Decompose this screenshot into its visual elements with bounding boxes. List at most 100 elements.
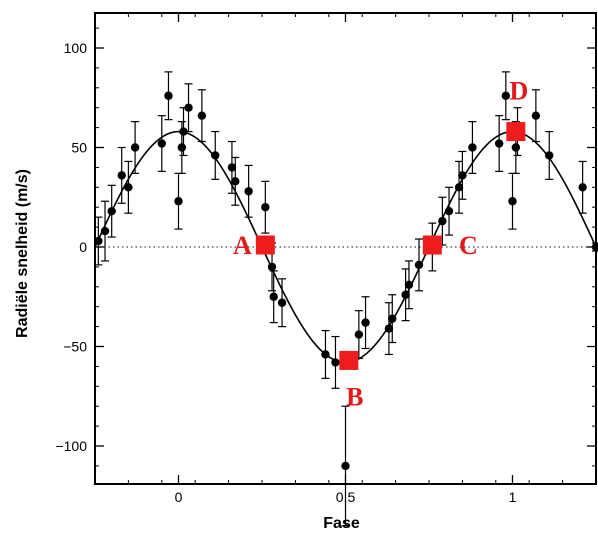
data-point-marker <box>277 298 287 307</box>
x-tick-label: 0.5 <box>336 489 356 505</box>
data-point <box>157 115 166 172</box>
data-point-marker <box>130 143 140 152</box>
data-point-marker <box>458 171 467 180</box>
data-point <box>321 329 330 379</box>
data-point <box>231 156 240 206</box>
marker-square <box>339 350 359 370</box>
data-point-marker <box>124 183 133 192</box>
marker-a: A <box>233 231 275 260</box>
axis-labels: Fase Radiële snelheid (m/s) <box>14 169 360 532</box>
data-point <box>531 89 541 143</box>
data-point <box>124 160 133 214</box>
data-point <box>269 270 278 324</box>
data-point-marker <box>117 171 126 180</box>
data-point <box>361 296 370 350</box>
data-point <box>401 268 410 322</box>
data-point <box>117 146 126 204</box>
data-point-marker <box>157 139 166 148</box>
data-point <box>444 186 454 236</box>
data-point-marker <box>267 262 277 272</box>
data-point-marker <box>438 216 447 226</box>
data-point-marker <box>341 461 350 471</box>
data-point <box>341 405 350 527</box>
y-tick-label: 0 <box>79 239 87 255</box>
marker-d: D <box>506 77 528 142</box>
data-point-marker <box>177 143 187 152</box>
data-point <box>164 71 173 121</box>
marker-b: B <box>339 350 364 411</box>
marker-square <box>255 235 275 255</box>
data-point-marker <box>100 226 110 236</box>
data-point <box>261 180 270 234</box>
data-point <box>384 302 394 356</box>
data-point-marker <box>501 91 511 100</box>
data-point-marker <box>94 236 103 246</box>
data-point-marker <box>227 163 237 172</box>
data-point-marker <box>174 197 183 206</box>
data-point-marker <box>454 183 464 192</box>
data-point <box>494 115 504 172</box>
data-point <box>331 335 340 389</box>
data-point <box>354 310 364 360</box>
data-point <box>388 294 397 344</box>
data-point <box>174 172 183 230</box>
plot-area: A B C D <box>94 71 598 527</box>
data-point-marker <box>494 139 504 148</box>
marker-label: C <box>459 231 478 260</box>
x-tick-label: 1 <box>509 489 517 505</box>
y-tick-label: 100 <box>64 40 88 56</box>
data-point <box>100 200 110 262</box>
y-axis-title: Radiële snelheid (m/s) <box>14 169 31 338</box>
data-point <box>197 89 207 143</box>
data-point-marker <box>179 127 188 136</box>
marker-square <box>422 235 442 255</box>
data-point <box>508 172 517 230</box>
marker-label: B <box>346 382 363 411</box>
data-point-marker <box>508 197 517 206</box>
data-point-marker <box>531 111 541 120</box>
data-point-marker <box>164 91 173 100</box>
data-point-marker <box>404 280 414 290</box>
data-point-marker <box>244 187 253 196</box>
data-point <box>501 71 511 121</box>
data-point-marker <box>578 183 587 192</box>
data-point-marker <box>331 358 340 367</box>
axes: 0 0.5 1 −100 −50 0 50 100 <box>55 12 597 505</box>
data-point-marker <box>361 318 370 327</box>
data-point-marker <box>184 103 193 112</box>
marker-c: C <box>422 231 478 260</box>
data-point <box>244 164 253 218</box>
marker-label: A <box>233 231 252 260</box>
data-point-marker <box>414 260 424 270</box>
data-point <box>404 260 414 310</box>
data-point <box>458 150 467 200</box>
data-point-marker <box>321 350 330 359</box>
data-point-marker <box>354 330 364 339</box>
x-tick-label: 0 <box>175 489 183 505</box>
data-point <box>414 238 424 292</box>
data-point-marker <box>384 324 394 333</box>
data-point <box>130 121 140 174</box>
data-point <box>211 130 220 180</box>
data-point-marker <box>197 111 207 120</box>
data-point <box>277 278 287 328</box>
data-point-marker <box>388 314 397 323</box>
data-point <box>107 184 116 238</box>
y-tick-label: 50 <box>71 140 87 156</box>
data-point-marker <box>545 151 554 160</box>
data-point <box>545 130 554 180</box>
data-point-marker <box>511 143 521 152</box>
data-point <box>454 160 464 214</box>
data-point-marker <box>444 206 454 216</box>
data-point-marker <box>231 177 240 186</box>
marker-square <box>506 122 526 142</box>
data-point <box>179 107 188 157</box>
data-point-marker <box>261 203 270 212</box>
data-point <box>184 83 193 133</box>
y-tick-label: −50 <box>63 339 87 355</box>
data-point <box>468 121 477 174</box>
data-point-marker <box>269 292 278 301</box>
data-point-marker <box>107 206 116 216</box>
data-point-marker <box>211 151 220 160</box>
